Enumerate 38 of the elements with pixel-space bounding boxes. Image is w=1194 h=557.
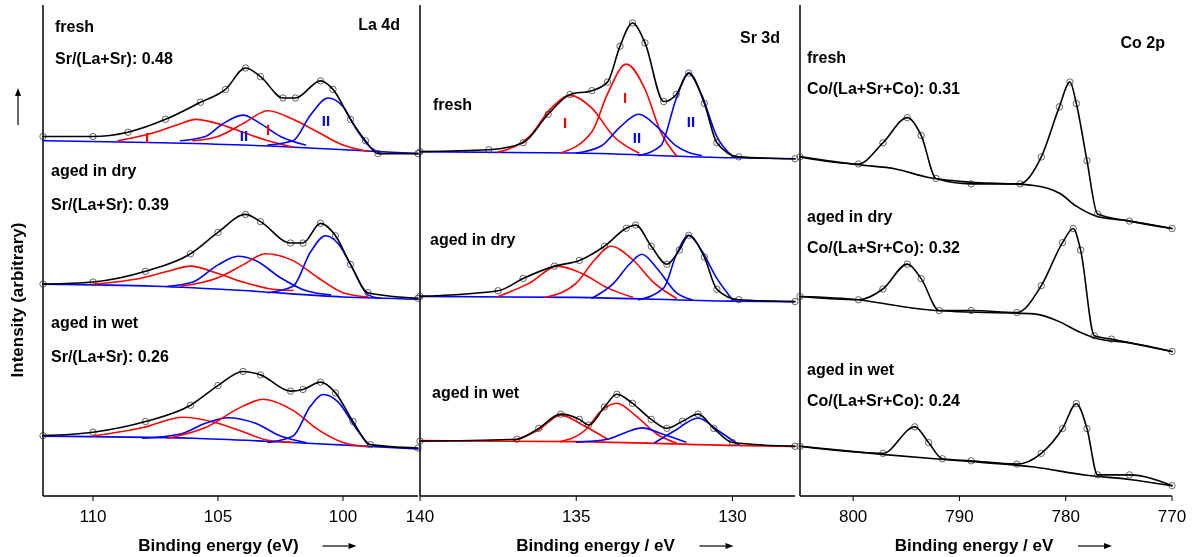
x-tick-label: 140 (405, 507, 435, 526)
text: fresh (807, 49, 847, 66)
y-axis-title: Intensity (arbitrary) (8, 222, 27, 378)
x-axis-title: Binding energy (eV) (138, 536, 299, 555)
annotation: II (686, 113, 696, 130)
annotation: aged in dry (807, 208, 893, 225)
text: Co 2p (1120, 34, 1166, 51)
annotation: II (321, 112, 331, 129)
annotation: aged in dry (51, 162, 137, 179)
annotation: aged in wet (51, 314, 139, 331)
annotation: I (622, 89, 628, 106)
x-axis-title: Binding energy / eV (894, 536, 1054, 555)
x-tick-label: 130 (718, 507, 747, 526)
annotation: aged in dry (430, 231, 516, 248)
annotation: fresh (433, 96, 473, 113)
annotation: Co/(La+Sr+Co): 0.24 (807, 392, 961, 409)
annotation: Sr/(La+Sr): 0.39 (51, 196, 169, 213)
x-axis-title: Binding energy / eV (516, 536, 676, 555)
x-tick-label: 100 (328, 507, 358, 526)
annotation: aged in wet (807, 361, 895, 378)
text: fresh (55, 18, 95, 35)
text: Sr/(La+Sr): 0.48 (55, 50, 173, 67)
annotation: Co/(La+Sr+Co): 0.31 (807, 80, 961, 97)
annotation: I (265, 121, 271, 138)
annotation: Sr/(La+Sr): 0.26 (51, 348, 169, 365)
text: La 4d (358, 16, 400, 33)
x-tick-label: 110 (79, 507, 107, 526)
annotation: II (632, 129, 642, 146)
x-tick-label: 780 (1051, 507, 1080, 526)
annotation: Co/(La+Sr+Co): 0.32 (807, 239, 961, 256)
annotation: I (562, 114, 568, 131)
x-tick-label: 105 (203, 507, 233, 526)
x-tick-label: 800 (838, 507, 868, 526)
x-tick-label: 135 (562, 507, 591, 526)
x-tick-label: 790 (945, 507, 974, 526)
annotation: Sr 3d (739, 29, 780, 46)
x-tick-label: 770 (1157, 507, 1187, 526)
annotation: aged in wet (432, 384, 520, 401)
